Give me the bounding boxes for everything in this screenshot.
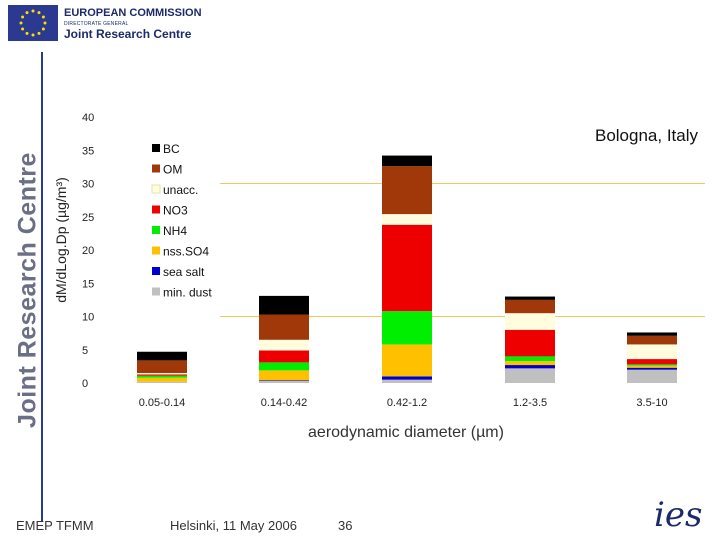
bar-nss-so4-1 bbox=[259, 370, 309, 381]
bar-sea-salt-3 bbox=[505, 365, 555, 369]
legend-label: unacc. bbox=[163, 183, 198, 197]
legend-swatch-nss-so4 bbox=[152, 246, 160, 255]
bar-om-4 bbox=[627, 335, 677, 345]
eu-flag-icon bbox=[8, 5, 58, 41]
x-tick-label: 0.05-0.14 bbox=[139, 397, 185, 409]
legend-swatch-no3 bbox=[152, 205, 160, 214]
org-jrc: Joint Research Centre bbox=[64, 27, 192, 41]
bar-unacc--2 bbox=[382, 214, 432, 225]
bar-min-dust-3 bbox=[505, 368, 555, 383]
y-tick-label: 10 bbox=[82, 312, 94, 324]
footer-date: Helsinki, 11 May 2006 bbox=[170, 518, 297, 533]
legend-swatch-sea-salt bbox=[152, 267, 160, 275]
bar-nh4-3 bbox=[505, 356, 555, 362]
y-tick-label: 35 bbox=[82, 145, 94, 157]
footer-event: EMEP TFMM bbox=[16, 518, 94, 533]
y-tick-label: 25 bbox=[82, 212, 94, 224]
bar-sea-salt-4 bbox=[627, 367, 677, 370]
org-name: EUROPEAN COMMISSION bbox=[64, 7, 202, 19]
y-tick-label: 5 bbox=[82, 345, 88, 357]
x-tick-label: 1.2-3.5 bbox=[513, 397, 547, 409]
org-directorate: DIRECTORATE GENERAL bbox=[64, 21, 129, 27]
legend-label: min. dust bbox=[163, 286, 212, 300]
ies-logo-text: ies bbox=[654, 495, 702, 534]
bar-sea-salt-1 bbox=[259, 380, 309, 382]
footer-page-number: 36 bbox=[338, 518, 353, 533]
bar-unacc--3 bbox=[505, 313, 555, 330]
legend-swatch-bc bbox=[152, 144, 160, 152]
bar-nh4-1 bbox=[259, 362, 309, 371]
legend-swatch-om bbox=[152, 164, 160, 173]
bar-no3-4 bbox=[627, 359, 677, 365]
bar-nh4-4 bbox=[627, 364, 677, 366]
bar-unacc--0 bbox=[137, 373, 187, 375]
bar-nh4-0 bbox=[137, 375, 187, 378]
bar-bc-4 bbox=[627, 332, 677, 336]
y-axis-label: dM/dLog.Dp (µg/m³) bbox=[53, 177, 69, 303]
x-tick-label: 3.5-10 bbox=[636, 397, 667, 409]
side-rule bbox=[41, 52, 43, 522]
bar-om-3 bbox=[505, 299, 555, 314]
bar-om-2 bbox=[382, 166, 432, 215]
bar-nh4-2 bbox=[382, 311, 432, 345]
y-tick-label: 40 bbox=[82, 112, 94, 124]
bar-min-dust-4 bbox=[627, 369, 677, 383]
bar-bc-0 bbox=[137, 351, 187, 361]
chart-title: Bologna, Italy bbox=[595, 126, 699, 145]
bar-no3-2 bbox=[382, 224, 432, 312]
legend-swatch-nh4 bbox=[152, 226, 160, 234]
bar-nss-so4-2 bbox=[382, 344, 432, 377]
legend-swatch-min-dust bbox=[152, 287, 160, 296]
bar-min-dust-0 bbox=[137, 381, 187, 383]
bar-sea-salt-2 bbox=[382, 376, 432, 380]
bar-nss-so4-3 bbox=[505, 361, 555, 366]
bar-unacc--1 bbox=[259, 339, 309, 351]
legend-label: NH4 bbox=[163, 224, 187, 238]
ies-logo: ies bbox=[650, 494, 716, 535]
bar-nss-so4-4 bbox=[627, 365, 677, 368]
jrc-header: EUROPEAN COMMISSION DIRECTORATE GENERAL … bbox=[8, 5, 208, 45]
bar-om-1 bbox=[259, 314, 309, 340]
bar-no3-3 bbox=[505, 329, 555, 357]
y-tick-label: 30 bbox=[82, 179, 94, 191]
legend-label: NO3 bbox=[163, 204, 188, 218]
bar-unacc--4 bbox=[627, 344, 677, 360]
bar-bc-1 bbox=[259, 295, 309, 315]
legend-swatch-unacc- bbox=[151, 184, 161, 194]
y-tick-label: 20 bbox=[82, 245, 94, 257]
x-tick-label: 0.42-1.2 bbox=[387, 397, 427, 409]
bar-bc-3 bbox=[505, 296, 555, 300]
y-tick-label: 15 bbox=[82, 278, 94, 290]
bar-min-dust-1 bbox=[259, 381, 309, 383]
legend-label: sea salt bbox=[163, 265, 205, 279]
bar-no3-0 bbox=[137, 374, 187, 376]
x-axis-label: aerodynamic diameter (µm) bbox=[308, 424, 504, 441]
legend-label: nss.SO4 bbox=[163, 245, 209, 259]
bar-min-dust-2 bbox=[382, 379, 432, 383]
bar-nss-so4-0 bbox=[137, 377, 187, 382]
legend-label: BC bbox=[163, 142, 180, 156]
y-tick-label: 0 bbox=[82, 378, 88, 390]
legend-label: OM bbox=[163, 163, 182, 177]
x-tick-label: 0.14-0.42 bbox=[261, 397, 307, 409]
bar-bc-2 bbox=[382, 155, 432, 167]
bar-om-0 bbox=[137, 360, 187, 374]
bar-no3-1 bbox=[259, 350, 309, 363]
